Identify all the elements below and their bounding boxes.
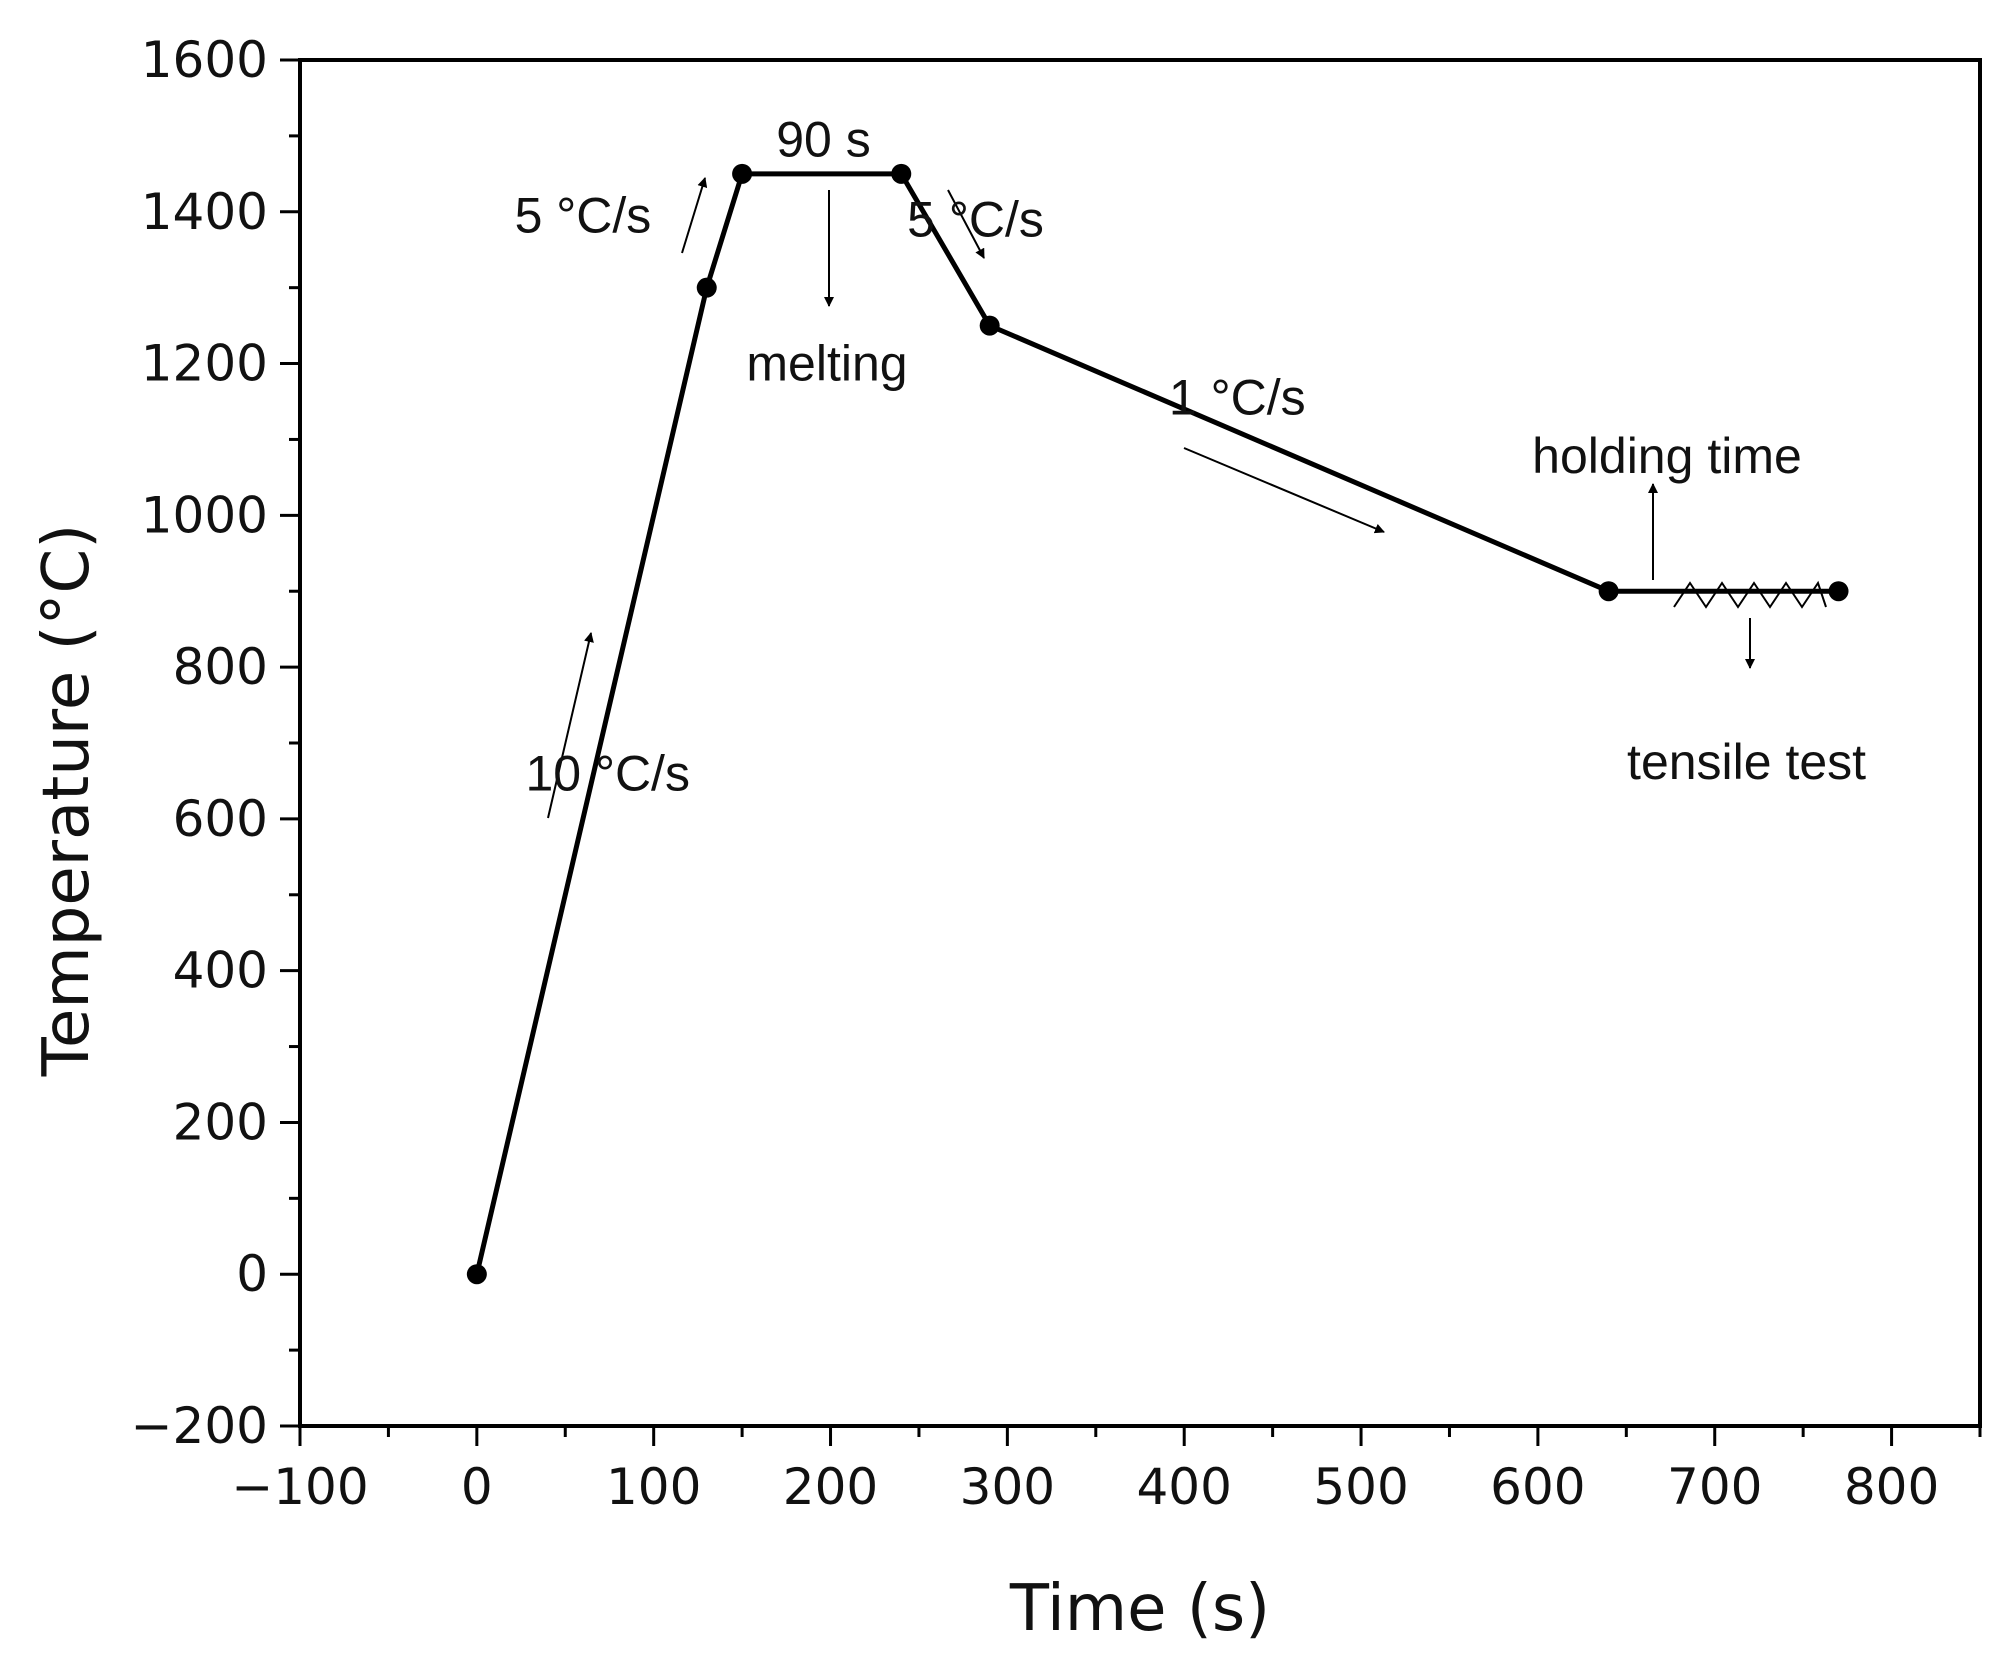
arrow-heating-10 <box>547 632 594 819</box>
data-point <box>1828 581 1849 602</box>
data-point <box>696 277 717 298</box>
tensile-wave <box>1673 580 1827 609</box>
y-tick-label: 600 <box>173 790 268 848</box>
annotation-label: 5 °C/s <box>515 188 652 244</box>
x-tick-label: 400 <box>1136 1458 1231 1516</box>
annotation-label: tensile test <box>1627 734 1866 790</box>
y-tick-label: 800 <box>173 638 268 696</box>
y-tick-label: 1600 <box>141 31 268 89</box>
x-tick-label: −100 <box>231 1458 368 1516</box>
x-tick-label: 500 <box>1313 1458 1408 1516</box>
arrow-cooling-1 <box>1183 447 1385 534</box>
x-tick-label: 300 <box>960 1458 1055 1516</box>
data-point <box>1598 581 1619 602</box>
annotation-layer: 10 °C/s 5 °C/s 90 s melting 5 °C/s 1 °C/s hold… <box>515 112 1867 802</box>
data-point <box>732 163 753 184</box>
y-tick-label: −200 <box>131 1397 268 1455</box>
y-tick-label: 1400 <box>141 183 268 241</box>
x-tick-label: 800 <box>1844 1458 1939 1516</box>
y-tick-label: 1200 <box>141 335 268 393</box>
x-tick-label: 0 <box>461 1458 493 1516</box>
y-tick-label: 200 <box>173 1093 268 1151</box>
x-axis-title: Time (s) <box>1009 1572 1270 1646</box>
annotation-label: 5 °C/s <box>907 191 1044 247</box>
arrow-cooling-5 <box>947 189 985 259</box>
axis-tick-labels: −100 0 100 200 300 400 500 600 700 800 −200 0 200 400… <box>131 31 1940 1516</box>
y-tick-label: 400 <box>173 942 268 1000</box>
annotation-arrows <box>547 177 1827 819</box>
annotation-label: 90 s <box>776 112 871 168</box>
data-point <box>979 315 1000 336</box>
annotation-label: 1 °C/s <box>1169 370 1306 426</box>
y-axis-title: Temperature (°C) <box>30 524 104 1077</box>
x-tick-label: 100 <box>606 1458 701 1516</box>
annotation-label: melting <box>746 336 907 392</box>
annotation-label: 10 °C/s <box>525 745 690 801</box>
axis-ticks <box>280 58 1982 1446</box>
x-tick-label: 600 <box>1490 1458 1585 1516</box>
y-tick-label: 1000 <box>141 486 268 544</box>
series-layer <box>466 163 1849 1285</box>
data-point <box>891 163 912 184</box>
y-tick-label: 0 <box>236 1245 268 1303</box>
annotation-label: holding time <box>1532 428 1802 484</box>
series-line <box>474 171 1839 1275</box>
x-tick-label: 200 <box>783 1458 878 1516</box>
data-point <box>466 1264 487 1285</box>
x-tick-label: 700 <box>1667 1458 1762 1516</box>
arrow-heating-5 <box>681 177 708 254</box>
